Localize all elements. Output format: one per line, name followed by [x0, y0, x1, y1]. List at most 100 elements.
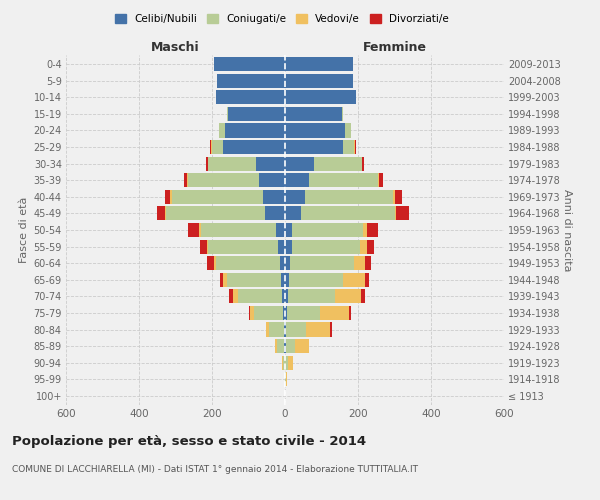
Bar — [350, 124, 352, 138]
Bar — [215, 256, 280, 270]
Bar — [285, 223, 292, 237]
Bar — [259, 173, 285, 188]
Y-axis label: Fasce di età: Fasce di età — [19, 197, 29, 263]
Bar — [206, 156, 208, 170]
Bar — [215, 90, 285, 104]
Bar — [172, 190, 263, 204]
Bar — [285, 74, 353, 88]
Text: Popolazione per età, sesso e stato civile - 2014: Popolazione per età, sesso e stato civil… — [12, 435, 366, 448]
Bar — [208, 240, 278, 254]
Bar — [288, 290, 335, 304]
Bar — [220, 124, 225, 138]
Bar — [227, 107, 229, 121]
Bar — [397, 206, 409, 220]
Bar — [285, 290, 288, 304]
Bar — [284, 322, 285, 336]
Bar — [212, 140, 223, 154]
Bar — [285, 240, 292, 254]
Bar — [285, 256, 290, 270]
Bar — [367, 240, 374, 254]
Bar — [285, 190, 305, 204]
Bar — [220, 272, 223, 287]
Bar — [217, 74, 285, 88]
Bar — [280, 256, 285, 270]
Bar — [254, 306, 283, 320]
Bar — [345, 124, 351, 138]
Bar — [285, 356, 288, 370]
Bar — [343, 272, 365, 287]
Bar — [309, 173, 378, 188]
Bar — [250, 306, 254, 320]
Bar — [188, 223, 199, 237]
Bar — [269, 322, 284, 336]
Bar — [335, 290, 361, 304]
Bar — [238, 290, 282, 304]
Bar — [164, 190, 170, 204]
Bar — [286, 322, 306, 336]
Bar — [285, 90, 356, 104]
Bar — [229, 107, 285, 121]
Bar — [314, 156, 362, 170]
Bar — [360, 240, 367, 254]
Bar — [285, 156, 314, 170]
Bar — [292, 223, 364, 237]
Bar — [223, 272, 227, 287]
Bar — [278, 240, 285, 254]
Bar — [341, 107, 343, 121]
Bar — [355, 140, 356, 154]
Bar — [285, 107, 341, 121]
Text: Femmine: Femmine — [362, 41, 427, 54]
Bar — [282, 290, 285, 304]
Bar — [206, 256, 214, 270]
Bar — [164, 206, 166, 220]
Bar — [285, 140, 343, 154]
Bar — [276, 223, 285, 237]
Bar — [301, 206, 395, 220]
Bar — [277, 339, 284, 353]
Bar — [285, 206, 301, 220]
Bar — [199, 223, 201, 237]
Bar — [285, 339, 286, 353]
Bar — [170, 190, 172, 204]
Text: Maschi: Maschi — [151, 41, 200, 54]
Bar — [200, 240, 206, 254]
Bar — [290, 256, 355, 270]
Bar — [283, 356, 285, 370]
Bar — [210, 140, 211, 154]
Bar — [263, 190, 285, 204]
Bar — [157, 206, 164, 220]
Bar — [225, 124, 285, 138]
Bar — [343, 140, 355, 154]
Bar — [365, 272, 369, 287]
Bar — [306, 322, 330, 336]
Bar — [218, 124, 220, 138]
Bar — [184, 173, 187, 188]
Bar — [201, 223, 276, 237]
Bar — [392, 190, 395, 204]
Bar — [214, 256, 215, 270]
Bar — [395, 206, 397, 220]
Bar — [265, 206, 285, 220]
Bar — [288, 356, 293, 370]
Bar — [227, 272, 281, 287]
Bar — [285, 124, 345, 138]
Bar — [286, 372, 287, 386]
Bar — [378, 173, 379, 188]
Bar — [208, 156, 256, 170]
Bar — [266, 322, 269, 336]
Bar — [206, 240, 208, 254]
Y-axis label: Anni di nascita: Anni di nascita — [562, 188, 572, 271]
Bar — [287, 306, 320, 320]
Bar — [295, 339, 310, 353]
Bar — [355, 256, 365, 270]
Bar — [187, 173, 188, 188]
Bar — [233, 290, 238, 304]
Bar — [362, 156, 364, 170]
Bar — [320, 306, 349, 320]
Bar — [292, 240, 360, 254]
Bar — [214, 57, 285, 71]
Bar — [285, 272, 289, 287]
Bar — [285, 173, 309, 188]
Bar — [211, 140, 212, 154]
Bar — [188, 173, 259, 188]
